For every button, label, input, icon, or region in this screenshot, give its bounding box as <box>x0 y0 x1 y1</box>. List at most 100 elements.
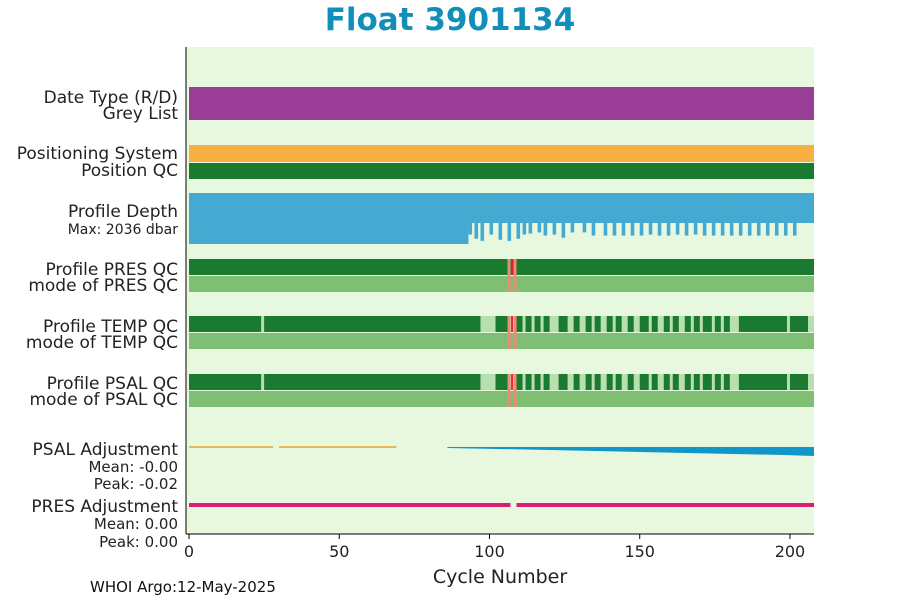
profile-depth-bar-97 <box>480 193 485 241</box>
psal-qc-light-1 <box>480 374 496 390</box>
psal-qc-light-3 <box>522 374 526 390</box>
profile-depth-bar-180 <box>729 193 734 236</box>
temp-qc-light-13 <box>633 316 640 332</box>
psal-qc-light-13 <box>633 374 640 390</box>
profile-depth-bar-118 <box>543 193 548 236</box>
temp-qc-light-12 <box>621 316 628 332</box>
psal-qc-light-10 <box>600 374 607 390</box>
profile-depth-early <box>189 193 205 244</box>
profile-depth-bar-100 <box>489 193 494 235</box>
profile-depth-bar-131 <box>582 193 587 233</box>
temp-qc-light-17 <box>678 316 685 332</box>
label-position-qc: Position QC <box>81 161 178 181</box>
profile-depth-bar-162 <box>675 193 680 235</box>
label-psal-mean: Mean: -0.00 <box>88 458 178 476</box>
psal-qc-light-9 <box>591 374 595 390</box>
temp-qc-light-4 <box>531 316 535 332</box>
profile-depth-bar-144 <box>621 193 626 236</box>
psal-qc-light-17 <box>678 374 685 390</box>
temp-qc-bad-0 <box>511 316 513 332</box>
profile-depth-bar-111 <box>522 193 527 235</box>
pres-qc-bad-0 <box>511 259 513 275</box>
profile-depth-bar-177 <box>720 193 725 236</box>
psal-qc-light-4 <box>531 374 535 390</box>
chart-title: Float 3901134 <box>324 2 576 38</box>
label-psal-qc: Profile PSAL QC <box>47 374 178 394</box>
x-tick-label-50: 50 <box>329 542 349 561</box>
profile-depth-bar-156 <box>657 193 662 236</box>
profile-depth-bar-195 <box>774 193 779 236</box>
profile-depth-bar-95 <box>474 193 479 239</box>
profile-depth-bar-183 <box>738 193 743 236</box>
psal-qc-flag-0 <box>507 374 511 407</box>
psal-qc-light-11 <box>612 374 616 390</box>
profile-depth-bar-93 <box>468 193 473 235</box>
temp-qc-light-18 <box>690 316 694 332</box>
temp-qc-light-19 <box>699 316 703 332</box>
psal-qc-light-12 <box>621 374 628 390</box>
label-date-type: Date Type (R/D) <box>44 88 178 108</box>
positioning-system-bar <box>189 145 815 162</box>
label-pres-qc: Profile PRES QC <box>45 260 178 280</box>
temp-qc-light-20 <box>711 316 715 332</box>
date-type-bar <box>189 87 815 120</box>
psal-qc-light-8 <box>579 374 586 390</box>
psal-qc-light-18 <box>690 374 694 390</box>
temp-qc-light-3 <box>522 316 526 332</box>
temp-qc-light-16 <box>669 316 673 332</box>
temp-qc-light-23 <box>786 316 790 332</box>
label-pres-adjustment: PRES Adjustment <box>31 497 178 517</box>
profile-depth-bar-159 <box>666 193 671 236</box>
temp-qc-light-11 <box>612 316 616 332</box>
pres-qc-flag-1 <box>513 259 517 292</box>
profile-depth-bar-134 <box>591 193 596 236</box>
profile-depth-bar-192 <box>765 193 770 236</box>
footer-note: WHOI Argo:12-May-2025 <box>90 578 276 596</box>
psal-qc-light-6 <box>549 374 559 390</box>
psal-mode-bar <box>189 391 815 407</box>
profile-depth-deep <box>204 193 469 244</box>
temp-qc-flag-0 <box>507 316 511 349</box>
profile-depth-bar-201 <box>792 193 797 236</box>
temp-qc-light-9 <box>591 316 595 332</box>
psal-qc-light-0 <box>261 374 265 390</box>
profile-depth-bar-168 <box>693 193 698 235</box>
label-profile-depth: Profile Depth <box>68 202 178 222</box>
label-psal-mode: mode of PSAL QC <box>29 390 178 410</box>
position-qc-bar <box>189 163 815 179</box>
profile-depth-bar-103 <box>498 193 503 240</box>
temp-mode-bar <box>189 333 815 349</box>
x-tick-label-100: 100 <box>474 542 505 561</box>
profile-depth-bar-186 <box>747 193 752 236</box>
pres-qc-flag-0 <box>507 259 511 292</box>
temp-qc-light-24 <box>807 316 814 332</box>
label-psal-adjustment: PSAL Adjustment <box>33 440 179 460</box>
temp-qc-light-15 <box>657 316 664 332</box>
x-axis-label: Cycle Number <box>433 566 567 588</box>
x-tick-label-150: 150 <box>624 542 655 561</box>
psal-qc-bad-0 <box>511 374 513 390</box>
profile-depth-bar-165 <box>684 193 689 236</box>
profile-depth-bar-153 <box>648 193 653 235</box>
psal-qc-light-21 <box>720 374 724 390</box>
x-tick-label-0: 0 <box>184 542 194 561</box>
profile-depth-bar-116 <box>537 193 542 233</box>
profile-depth-bar-127 <box>570 193 575 233</box>
profile-depth-bar-124 <box>561 193 566 238</box>
psal-qc-bar <box>189 374 815 390</box>
profile-depth-bar-174 <box>711 193 716 236</box>
temp-qc-light-21 <box>720 316 724 332</box>
profile-depth-bar-198 <box>783 193 788 236</box>
profile-depth-bar-121 <box>552 193 557 235</box>
label-pres-mode: mode of PRES QC <box>28 276 178 296</box>
label-max-depth: Max: 2036 dbar <box>68 222 179 238</box>
psal-qc-light-22 <box>729 374 739 390</box>
profile-depth-bar-189 <box>756 193 761 236</box>
profile-depth-bar-138 <box>603 193 608 236</box>
temp-qc-light-14 <box>648 316 652 332</box>
psal-qc-light-19 <box>699 374 703 390</box>
profile-depth-bar-150 <box>639 193 644 236</box>
pres-qc-bar <box>189 259 815 275</box>
label-temp-qc: Profile TEMP QC <box>43 317 178 337</box>
profile-depth-bar-141 <box>612 193 617 236</box>
